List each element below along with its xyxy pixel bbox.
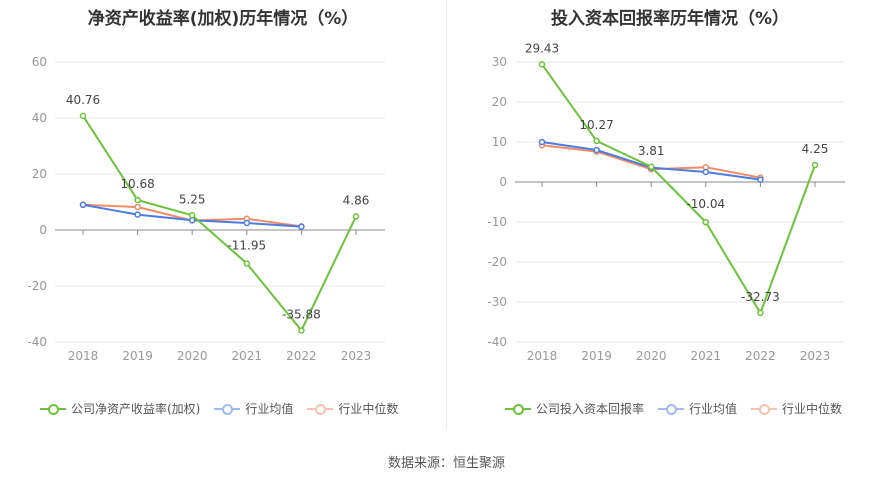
x-tick-label: 2018 xyxy=(68,349,99,363)
legend-line-circle-icon xyxy=(40,403,66,415)
data-label: 10.27 xyxy=(579,118,613,132)
legend-label: 行业均值 xyxy=(245,402,294,416)
data-label: 4.86 xyxy=(343,193,370,207)
data-point xyxy=(188,212,196,219)
data-label: 4.25 xyxy=(802,142,829,156)
chart-title-roe: 净资产收益率(加权)历年情况（%） xyxy=(87,9,359,29)
legend-item-company-roic[interactable]: 公司投入资本回报率 xyxy=(505,400,644,417)
legend-item-industry-median[interactable]: 行业中位数 xyxy=(751,400,842,417)
y-tick-label: -10 xyxy=(487,215,507,229)
data-point xyxy=(298,223,305,230)
series-line xyxy=(82,115,357,333)
data-label: 3.81 xyxy=(638,144,665,158)
data-point xyxy=(757,309,764,317)
y-tick-label: 10 xyxy=(492,135,507,149)
data-label: 29.43 xyxy=(525,41,559,55)
legend-line-circle-icon xyxy=(214,403,241,415)
x-tick-label: 2023 xyxy=(341,349,372,363)
data-point xyxy=(298,327,305,334)
legend-roe: 公司净资产收益率(加权) 行业均值 行业中位数 xyxy=(40,400,412,417)
data-label: 10.68 xyxy=(120,177,154,191)
y-tick-label: -40 xyxy=(487,335,507,349)
data-point xyxy=(538,138,546,146)
legend-roic: 公司投入资本回报率 行业均值 行业中位数 xyxy=(505,400,856,417)
data-label: -10.04 xyxy=(686,197,725,211)
y-tick-label: 0 xyxy=(39,223,47,237)
chart-title-roic: 投入资本回报率历年情况（%） xyxy=(550,9,790,29)
data-label: -32.73 xyxy=(741,290,780,304)
x-tick-label: 2021 xyxy=(232,349,263,363)
data-point xyxy=(352,213,360,220)
x-tick-label: 2020 xyxy=(177,349,208,363)
legend-label: 公司投入资本回报率 xyxy=(536,402,645,416)
data-point xyxy=(538,61,546,68)
data-point xyxy=(647,163,655,171)
y-tick-label: 30 xyxy=(492,55,507,69)
y-tick-label: 40 xyxy=(32,111,47,125)
data-point xyxy=(134,203,141,211)
data-point xyxy=(593,137,600,145)
data-label: -11.95 xyxy=(227,238,266,252)
data-point xyxy=(702,218,710,226)
data-point xyxy=(79,201,87,209)
data-label: -35.88 xyxy=(282,307,321,321)
legend-item-industry-avg[interactable]: 行业均值 xyxy=(214,400,293,417)
x-tick-label: 2020 xyxy=(636,349,667,363)
x-tick-label: 2019 xyxy=(581,349,612,363)
x-tick-label: 2021 xyxy=(691,349,722,363)
data-point xyxy=(243,260,251,267)
y-tick-label: -20 xyxy=(27,279,47,293)
x-tick-label: 2023 xyxy=(800,349,831,363)
x-tick-label: 2022 xyxy=(745,349,776,363)
legend-line-circle-icon xyxy=(307,403,334,415)
y-tick-label: -30 xyxy=(487,295,507,309)
data-label: 5.25 xyxy=(179,192,206,206)
legend-label: 行业中位数 xyxy=(338,402,399,416)
y-tick-label: -20 xyxy=(487,255,507,269)
y-tick-label: 0 xyxy=(499,175,507,189)
data-point xyxy=(593,146,600,154)
legend-line-circle-icon xyxy=(505,403,531,415)
data-point xyxy=(79,112,87,120)
x-tick-label: 2018 xyxy=(527,349,558,363)
data-point xyxy=(702,168,710,176)
chart-divider xyxy=(446,0,447,430)
x-tick-label: 2022 xyxy=(286,349,317,363)
data-point xyxy=(811,161,819,169)
legend-line-circle-icon xyxy=(751,403,778,415)
data-point xyxy=(757,176,764,183)
legend-item-industry-avg[interactable]: 行业均值 xyxy=(658,400,737,417)
y-tick-label: 20 xyxy=(32,167,47,181)
y-tick-label: -40 xyxy=(27,335,47,349)
x-tick-label: 2019 xyxy=(122,349,153,363)
data-point xyxy=(134,211,141,218)
legend-line-circle-icon xyxy=(658,403,685,415)
data-point xyxy=(134,196,141,204)
data-source-note: 数据来源：恒生聚源 xyxy=(387,456,505,471)
y-tick-label: 60 xyxy=(32,55,47,69)
data-label: 40.76 xyxy=(66,93,100,107)
legend-label: 行业中位数 xyxy=(782,402,843,416)
data-point xyxy=(243,219,251,227)
series-line xyxy=(541,63,816,316)
legend-label: 公司净资产收益率(加权) xyxy=(71,402,201,416)
legend-item-industry-median[interactable]: 行业中位数 xyxy=(307,400,398,417)
legend-item-company-roe[interactable]: 公司净资产收益率(加权) xyxy=(40,400,200,417)
y-tick-label: 20 xyxy=(492,95,507,109)
legend-label: 行业均值 xyxy=(689,402,738,416)
